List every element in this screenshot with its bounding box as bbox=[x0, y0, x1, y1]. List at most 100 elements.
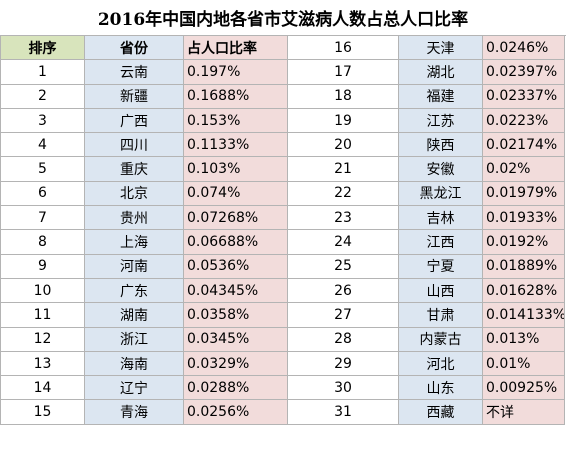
table-row: 13 海南 0.0329% 29 河北 0.01% bbox=[0, 350, 565, 377]
ratio-cell: 0.0192% bbox=[482, 229, 565, 255]
ratio-cell: 0.1133% bbox=[183, 132, 288, 158]
province-cell: 湖南 bbox=[84, 302, 184, 328]
ratio-cell: 0.0536% bbox=[183, 253, 288, 279]
ratio-cell: 0.02% bbox=[482, 156, 565, 182]
rank-cell: 21 bbox=[287, 156, 399, 182]
table-row: 14 辽宁 0.0288% 30 山东 0.00925% bbox=[0, 375, 565, 401]
ratio-cell: 0.00925% bbox=[482, 375, 565, 401]
ratio-cell: 不详 bbox=[482, 399, 565, 425]
ratio-cell: 0.0223% bbox=[482, 107, 565, 134]
province-cell: 云南 bbox=[84, 59, 184, 85]
province-cell: 河南 bbox=[84, 253, 184, 279]
rank-cell: 8 bbox=[0, 229, 85, 255]
province-cell: 广东 bbox=[84, 277, 184, 304]
ratio-cell: 0.153% bbox=[183, 107, 288, 134]
province-cell: 宁夏 bbox=[398, 253, 483, 279]
rank-cell: 14 bbox=[0, 375, 85, 401]
rank-cell: 7 bbox=[0, 205, 85, 231]
rank-cell: 17 bbox=[287, 59, 399, 85]
table-row: 15 青海 0.0256% 31 西藏 不详 bbox=[0, 399, 565, 425]
province-cell: 陕西 bbox=[398, 132, 483, 158]
table-row: 6 北京 0.074% 22 黑龙江 0.01979% bbox=[0, 180, 565, 207]
table-row: 7 贵州 0.07268% 23 吉林 0.01933% bbox=[0, 205, 565, 231]
province-cell: 福建 bbox=[398, 83, 483, 109]
rank-cell: 31 bbox=[287, 399, 399, 425]
rank-cell: 27 bbox=[287, 302, 399, 328]
table-row: 4 四川 0.1133% 20 陕西 0.02174% bbox=[0, 132, 565, 158]
province-cell: 江西 bbox=[398, 229, 483, 255]
table-title: 2016年中国内地各省市艾滋病人数占总人口比率 bbox=[0, 0, 566, 36]
ratio-cell: 0.103% bbox=[183, 156, 288, 182]
province-cell: 安徽 bbox=[398, 156, 483, 182]
header-ratio: 占人口比率 bbox=[183, 34, 288, 61]
ratio-cell: 0.014133% bbox=[482, 302, 565, 328]
province-cell: 湖北 bbox=[398, 59, 483, 85]
rank-cell: 10 bbox=[0, 277, 85, 304]
province-cell: 贵州 bbox=[84, 205, 184, 231]
ratio-cell: 0.02397% bbox=[482, 59, 565, 85]
province-cell: 黑龙江 bbox=[398, 180, 483, 207]
rank-cell: 22 bbox=[287, 180, 399, 207]
ratio-cell: 0.07268% bbox=[183, 205, 288, 231]
rank-cell: 20 bbox=[287, 132, 399, 158]
province-cell: 浙江 bbox=[84, 326, 184, 352]
province-cell: 新疆 bbox=[84, 83, 184, 109]
table-row: 9 河南 0.0536% 25 宁夏 0.01889% bbox=[0, 253, 565, 279]
ratio-cell: 0.0288% bbox=[183, 375, 288, 401]
table-row: 5 重庆 0.103% 21 安徽 0.02% bbox=[0, 156, 565, 182]
ratio-cell: 0.013% bbox=[482, 326, 565, 352]
rank-cell: 13 bbox=[0, 350, 85, 377]
rank-cell: 6 bbox=[0, 180, 85, 207]
rank-cell: 5 bbox=[0, 156, 85, 182]
ratio-cell: 0.01% bbox=[482, 350, 565, 377]
table-row: 3 广西 0.153% 19 江苏 0.0223% bbox=[0, 107, 565, 134]
ratio-cell: 0.0246% bbox=[482, 34, 565, 61]
rank-cell: 25 bbox=[287, 253, 399, 279]
rank-cell: 23 bbox=[287, 205, 399, 231]
ratio-cell: 0.04345% bbox=[183, 277, 288, 304]
province-cell: 内蒙古 bbox=[398, 326, 483, 352]
ratio-cell: 0.0345% bbox=[183, 326, 288, 352]
rank-cell: 2 bbox=[0, 83, 85, 109]
rank-cell: 11 bbox=[0, 302, 85, 328]
province-cell: 河北 bbox=[398, 350, 483, 377]
rank-cell: 3 bbox=[0, 107, 85, 134]
province-cell: 重庆 bbox=[84, 156, 184, 182]
rank-cell: 28 bbox=[287, 326, 399, 352]
table-row: 2 新疆 0.1688% 18 福建 0.02337% bbox=[0, 83, 565, 109]
ratio-cell: 0.02174% bbox=[482, 132, 565, 158]
ratio-cell: 0.06688% bbox=[183, 229, 288, 255]
header-row: 排序 省份 占人口比率 16 天津 0.0246% bbox=[0, 34, 565, 61]
rank-cell: 24 bbox=[287, 229, 399, 255]
ratio-cell: 0.0329% bbox=[183, 350, 288, 377]
rank-cell: 29 bbox=[287, 350, 399, 377]
ratio-cell: 0.01889% bbox=[482, 253, 565, 279]
province-cell: 山西 bbox=[398, 277, 483, 304]
ratio-cell: 0.0256% bbox=[183, 399, 288, 425]
rank-cell: 4 bbox=[0, 132, 85, 158]
rank-cell: 18 bbox=[287, 83, 399, 109]
province-cell: 广西 bbox=[84, 107, 184, 134]
ratio-cell: 0.1688% bbox=[183, 83, 288, 109]
ratio-cell: 0.0358% bbox=[183, 302, 288, 328]
table-row: 10 广东 0.04345% 26 山西 0.01628% bbox=[0, 277, 565, 304]
rank-cell: 19 bbox=[287, 107, 399, 134]
ratio-cell: 0.01628% bbox=[482, 277, 565, 304]
province-cell: 海南 bbox=[84, 350, 184, 377]
table-row: 8 上海 0.06688% 24 江西 0.0192% bbox=[0, 229, 565, 255]
province-cell: 上海 bbox=[84, 229, 184, 255]
province-cell: 山东 bbox=[398, 375, 483, 401]
ratio-cell: 0.02337% bbox=[482, 83, 565, 109]
province-cell: 江苏 bbox=[398, 107, 483, 134]
table-row: 11 湖南 0.0358% 27 甘肃 0.014133% bbox=[0, 302, 565, 328]
ratio-table: 排序 省份 占人口比率 16 天津 0.0246% 1 云南 0.197% 17 湖北 0… bbox=[0, 34, 565, 425]
rank-cell: 30 bbox=[287, 375, 399, 401]
table-row: 12 浙江 0.0345% 28 内蒙古 0.013% bbox=[0, 326, 565, 352]
province-cell: 西藏 bbox=[398, 399, 483, 425]
province-cell: 四川 bbox=[84, 132, 184, 158]
header-rank: 排序 bbox=[0, 34, 85, 61]
table-row: 1 云南 0.197% 17 湖北 0.02397% bbox=[0, 59, 565, 85]
province-cell: 天津 bbox=[398, 34, 483, 61]
rank-cell: 9 bbox=[0, 253, 85, 279]
